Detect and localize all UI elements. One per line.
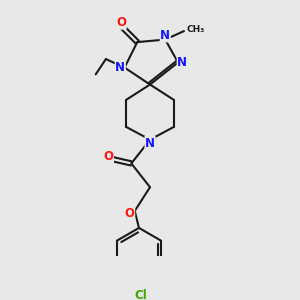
Text: Cl: Cl (134, 289, 147, 300)
Text: CH₃: CH₃ (187, 25, 205, 34)
Text: N: N (145, 136, 155, 150)
Text: O: O (103, 150, 113, 163)
Text: N: N (115, 61, 125, 74)
Text: O: O (116, 16, 126, 29)
Text: N: N (160, 29, 170, 42)
Text: N: N (177, 56, 187, 69)
Text: O: O (124, 207, 135, 220)
